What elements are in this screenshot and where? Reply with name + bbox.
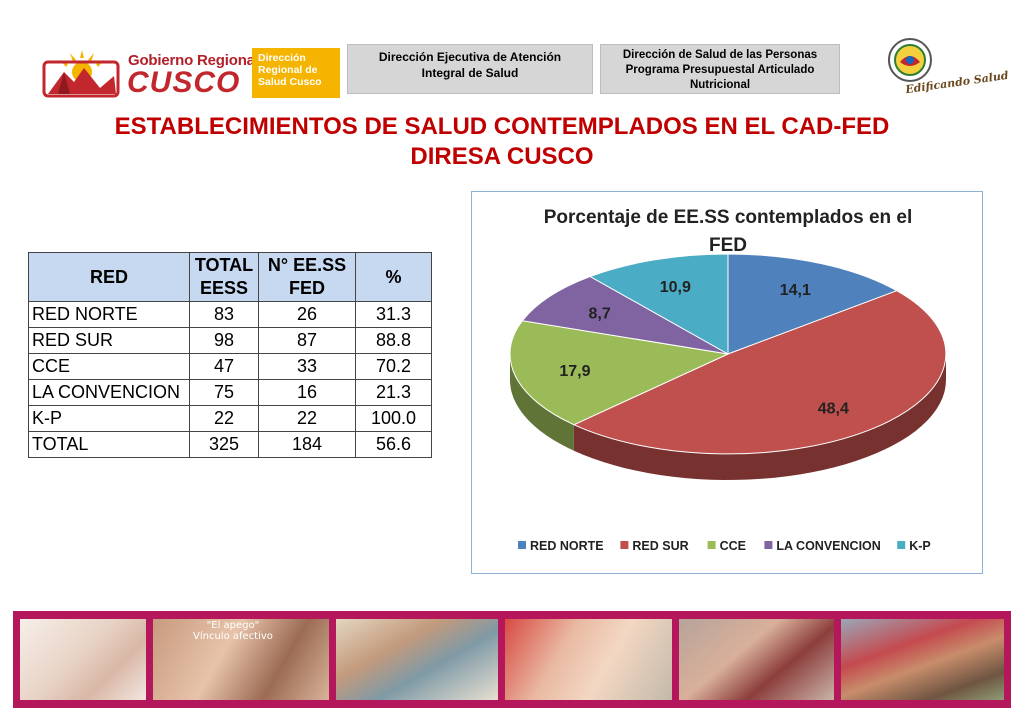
cell-percent: 88.8 bbox=[355, 327, 432, 354]
box-line: Nutricional bbox=[689, 79, 751, 91]
cell-total: 22 bbox=[189, 405, 259, 432]
legend-label-la-convencion: LA CONVENCION bbox=[776, 539, 880, 553]
cell-fed: 184 bbox=[258, 431, 356, 458]
direccion-ejecutiva-box: Dirección Ejecutiva de Atención Integral… bbox=[347, 44, 593, 94]
org-name: Gobierno Regional bbox=[128, 52, 259, 69]
cell-percent: 70.2 bbox=[355, 353, 432, 380]
cell-red: K-P bbox=[28, 405, 190, 432]
photo-newborn bbox=[679, 619, 834, 700]
data-label-k-p: 10,9 bbox=[660, 279, 691, 296]
caption-line: "El apego" bbox=[206, 620, 260, 631]
title-line-1: ESTABLECIMIENTOS DE SALUD CONTEMPLADOS E… bbox=[114, 113, 890, 140]
chart-title-line-1: Porcentaje de EE.SS contemplados en el bbox=[544, 207, 913, 228]
pie-slice-cce bbox=[509, 320, 730, 426]
legend-swatch-red-sur bbox=[620, 541, 629, 549]
box-line: Integral de Salud bbox=[421, 66, 519, 80]
photo-pregnant-mother bbox=[20, 619, 146, 700]
cell-fed: 87 bbox=[258, 327, 356, 354]
table-row: RED SUR 98 87 88.8 bbox=[28, 327, 432, 354]
pie-chart-panel: 14,1 48,4 17,9 8,7 10,9 Porcentaje de EE.SS … bbox=[471, 191, 983, 574]
legend-label-cce: CCE bbox=[720, 539, 746, 553]
cell-fed: 33 bbox=[258, 353, 356, 380]
chart-title-line-2: FED bbox=[709, 235, 747, 256]
dir-line: Dirección bbox=[258, 52, 306, 64]
box-line: Programa Presupuestal Articulado bbox=[625, 64, 815, 76]
data-label-la-convencion: 8,7 bbox=[588, 306, 610, 323]
cell-total: 75 bbox=[189, 379, 259, 406]
legend-swatch-k-p bbox=[897, 541, 906, 549]
cell-red: CCE bbox=[28, 353, 190, 380]
establishments-table: RED TOTAL EESS N° EE.SS FED % RED NORTE … bbox=[28, 252, 432, 458]
photo-strip: "El apego" Vínculo afectivo bbox=[13, 611, 1011, 708]
cell-red: TOTAL bbox=[28, 431, 190, 458]
photo-andean-child bbox=[841, 619, 1004, 700]
caption-line: Vínculo afectivo bbox=[193, 631, 273, 642]
data-label-cce: 17,9 bbox=[559, 363, 590, 380]
header-fed: N° EE.SS FED bbox=[258, 252, 356, 302]
photo-mother-child bbox=[505, 619, 672, 700]
header-total: TOTAL EESS bbox=[189, 252, 259, 302]
pie-slice-k-p bbox=[588, 253, 729, 355]
table-row: TOTAL 325 184 56.6 bbox=[28, 431, 432, 458]
pie-slice-red-sur bbox=[572, 290, 947, 455]
data-label-red-sur: 48,4 bbox=[818, 400, 849, 417]
dir-line: Salud Cusco bbox=[258, 76, 322, 88]
legend-label-k-p: K-P bbox=[909, 539, 931, 553]
header-percent: % bbox=[355, 252, 432, 302]
legend-swatch-red-norte bbox=[518, 541, 526, 549]
header-red: RED bbox=[28, 252, 190, 302]
title-line-2: DIRESA CUSCO bbox=[410, 143, 594, 170]
pie-slice-side-red-sur bbox=[573, 354, 946, 480]
cell-total: 83 bbox=[189, 301, 259, 328]
table-header-row: RED TOTAL EESS N° EE.SS FED % bbox=[28, 252, 432, 302]
direccion-regional-box: Dirección Regional de Salud Cusco bbox=[252, 48, 340, 98]
cell-red: RED NORTE bbox=[28, 301, 190, 328]
cell-percent: 31.3 bbox=[355, 301, 432, 328]
pie-slice-red-norte bbox=[727, 253, 898, 355]
photo-caption: "El apego" Vínculo afectivo bbox=[193, 620, 273, 642]
page-title: ESTABLECIMIENTOS DE SALUD CONTEMPLADOS E… bbox=[0, 112, 1004, 172]
pie-slice-la-convencion bbox=[521, 275, 729, 355]
dir-line: Regional de bbox=[258, 64, 318, 76]
cell-percent: 56.6 bbox=[355, 431, 432, 458]
cell-percent: 21.3 bbox=[355, 379, 432, 406]
pie-chart: 14,1 48,4 17,9 8,7 10,9 Porcentaje de EE.SS … bbox=[509, 207, 947, 553]
table-row: CCE 47 33 70.2 bbox=[28, 353, 432, 380]
pie-slice-side-cce bbox=[510, 354, 574, 451]
cell-total: 98 bbox=[189, 327, 259, 354]
cell-total: 325 bbox=[189, 431, 259, 458]
machu-picchu-sun-icon bbox=[42, 50, 120, 98]
cell-percent: 100.0 bbox=[355, 405, 432, 432]
direccion-salud-box: Dirección de Salud de las Personas Progr… bbox=[600, 44, 840, 94]
cell-fed: 22 bbox=[258, 405, 356, 432]
legend-label-red-norte: RED NORTE bbox=[530, 539, 604, 553]
table-row: K-P 22 22 100.0 bbox=[28, 405, 432, 432]
chart-legend: RED NORTE RED SUR CCE LA CONVENCION K-P bbox=[518, 539, 931, 553]
legend-swatch-la-convencion bbox=[764, 541, 773, 549]
table-row: LA CONVENCION 75 16 21.3 bbox=[28, 379, 432, 406]
cell-fed: 16 bbox=[258, 379, 356, 406]
legend-swatch-cce bbox=[707, 541, 716, 549]
cell-total: 47 bbox=[189, 353, 259, 380]
box-line: Dirección Ejecutiva de Atención bbox=[378, 50, 562, 64]
photo-breastfeeding bbox=[336, 619, 498, 700]
org-city: CUSCO bbox=[127, 66, 241, 99]
box-line: Dirección de Salud de las Personas bbox=[622, 49, 818, 61]
gobierno-regional-logo: Gobierno Regional CUSCO Dirección Region… bbox=[40, 30, 340, 100]
cell-fed: 26 bbox=[258, 301, 356, 328]
cell-red: LA CONVENCION bbox=[28, 379, 190, 406]
cell-red: RED SUR bbox=[28, 327, 190, 354]
diresa-seal-icon bbox=[888, 38, 932, 82]
data-label-red-norte: 14,1 bbox=[780, 282, 811, 299]
photo-apego: "El apego" Vínculo afectivo bbox=[153, 619, 329, 700]
legend-label-red-sur: RED SUR bbox=[632, 539, 688, 553]
table-row: RED NORTE 83 26 31.3 bbox=[28, 301, 432, 328]
